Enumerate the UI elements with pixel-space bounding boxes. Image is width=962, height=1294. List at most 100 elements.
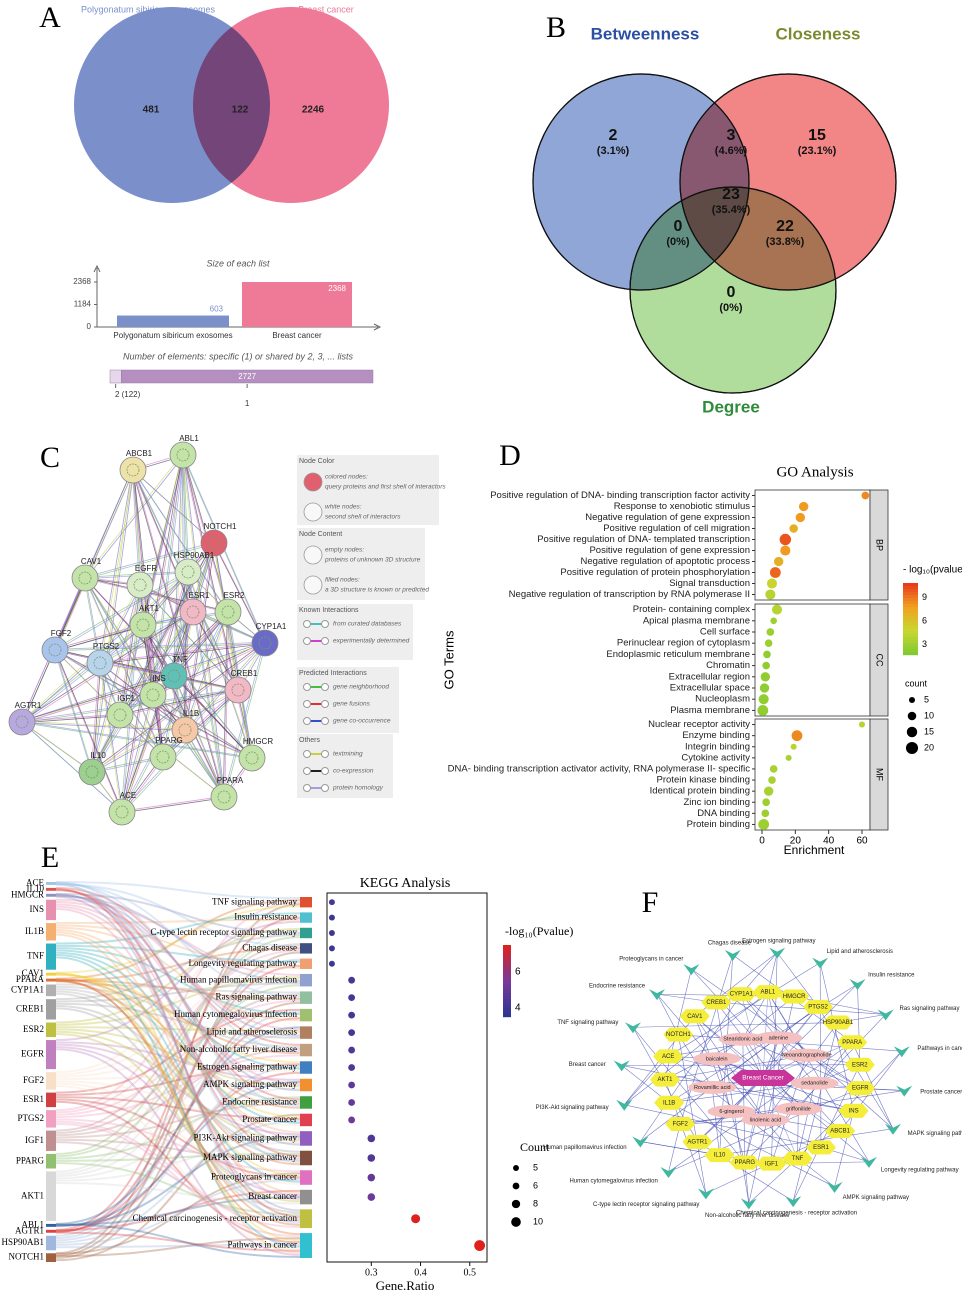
flow <box>55 992 301 1220</box>
compound-node <box>718 1032 767 1046</box>
panel-letter: D <box>499 439 521 472</box>
gene-label: HSP90AB1 <box>1 1237 44 1247</box>
flow <box>55 1069 301 1081</box>
gene-node <box>803 999 834 1014</box>
node <box>169 441 197 469</box>
flow <box>55 1026 301 1225</box>
edge <box>183 611 228 730</box>
node-structure <box>176 448 190 462</box>
flow <box>55 1080 301 1228</box>
flow <box>55 1008 301 1094</box>
pathway-block <box>300 1113 312 1127</box>
legend-box <box>297 604 413 660</box>
edge <box>716 1002 750 1204</box>
gene-block <box>46 1022 56 1038</box>
legend-dot <box>321 683 329 691</box>
edge <box>121 689 238 812</box>
colorbar-step <box>903 640 918 644</box>
y-tick-label: Signal transduction <box>669 578 750 589</box>
y-tick-label: Apical plasma membrane <box>643 615 750 626</box>
gene-label: ACE <box>26 878 45 888</box>
flow <box>55 927 301 1024</box>
edge <box>668 1042 853 1173</box>
flow <box>55 1102 301 1139</box>
flow <box>55 947 301 1016</box>
legend-label: empty nodes: <box>325 547 364 554</box>
flow <box>55 988 301 1103</box>
edge <box>22 625 144 724</box>
edge <box>742 1039 861 1089</box>
x-tick-label: Polygonatum sibiricum exosomes <box>113 331 232 340</box>
flow <box>55 1005 301 1153</box>
y-tick-label: Negative regulation of transcription by … <box>509 589 750 600</box>
flow <box>55 894 301 1037</box>
flow <box>55 958 301 1237</box>
compound-label: sedanolide <box>801 1081 828 1087</box>
flow <box>55 1063 301 1096</box>
node-label: HMGCR <box>243 737 273 746</box>
axis-arrow <box>93 264 382 331</box>
region-percent: (33.8%) <box>766 236 805 248</box>
flow <box>55 1189 301 1232</box>
node-label: PPARG <box>155 736 182 745</box>
node <box>106 701 134 729</box>
y-tick-label: Protein binding <box>687 819 750 830</box>
region-percent: (3.1%) <box>597 145 630 157</box>
colorbar-step <box>903 598 918 602</box>
edge <box>678 1034 707 1194</box>
pathway-block <box>300 1078 312 1092</box>
y-tick-label: Negative regulation of apoptotic process <box>580 556 750 567</box>
edge <box>797 1083 815 1159</box>
pathway-label: Human cytomegalovirus infection <box>174 1009 297 1019</box>
compound-label: baicalein <box>706 1056 728 1062</box>
y-tick-label: Protein kinase binding <box>657 775 750 786</box>
colorbar-tick-label: 3 <box>922 639 927 649</box>
node-label: EGFR <box>135 564 157 573</box>
edge <box>742 991 769 1040</box>
compound-label: linolenic acid <box>750 1117 782 1123</box>
edge <box>21 720 185 730</box>
y-tick-label: Perinuclear region of cytoplasm <box>617 638 750 649</box>
dot <box>348 1011 356 1019</box>
region-count: 15 <box>808 127 826 144</box>
size-key <box>512 1182 520 1190</box>
colorbar-step <box>903 652 918 656</box>
set-outline <box>679 73 897 291</box>
colorbar-step <box>903 583 918 587</box>
flow <box>55 949 301 1070</box>
node <box>8 708 36 736</box>
node-label: IL1B <box>183 709 199 718</box>
pathway-node <box>660 1167 677 1179</box>
gene-block <box>46 999 56 1020</box>
gene-block <box>46 1130 56 1151</box>
colorbar-step <box>503 969 511 973</box>
node-label: CAV1 <box>81 557 102 566</box>
pathway-label: TNF signaling pathway <box>557 1020 618 1026</box>
gene-node <box>837 1035 868 1050</box>
legend-dot <box>303 637 311 645</box>
edge <box>91 641 265 772</box>
colorbar-step <box>903 643 918 647</box>
edge <box>174 676 253 759</box>
node <box>224 676 252 704</box>
flow <box>55 898 301 976</box>
edge <box>90 662 100 772</box>
pathway-label: Lipid and atherosclerosis <box>207 1027 298 1037</box>
node-label: INS <box>152 674 165 683</box>
flow <box>55 1118 301 1173</box>
flow <box>55 962 301 1076</box>
edge <box>133 470 230 613</box>
x-tick-label: 40 <box>823 836 835 847</box>
region-count: 23 <box>722 186 740 203</box>
bar-segment <box>109 369 122 384</box>
edge <box>22 722 253 760</box>
node-structure <box>78 571 92 585</box>
node-structure <box>126 463 140 477</box>
pathway-block <box>300 1008 312 1022</box>
edge <box>624 1056 669 1105</box>
dot <box>773 556 784 567</box>
y-tick-label: Nucleoplasm <box>695 694 750 705</box>
gene-label: EGFR <box>21 1049 44 1059</box>
gene-node <box>682 1134 713 1149</box>
panel-letter: F <box>642 886 659 919</box>
